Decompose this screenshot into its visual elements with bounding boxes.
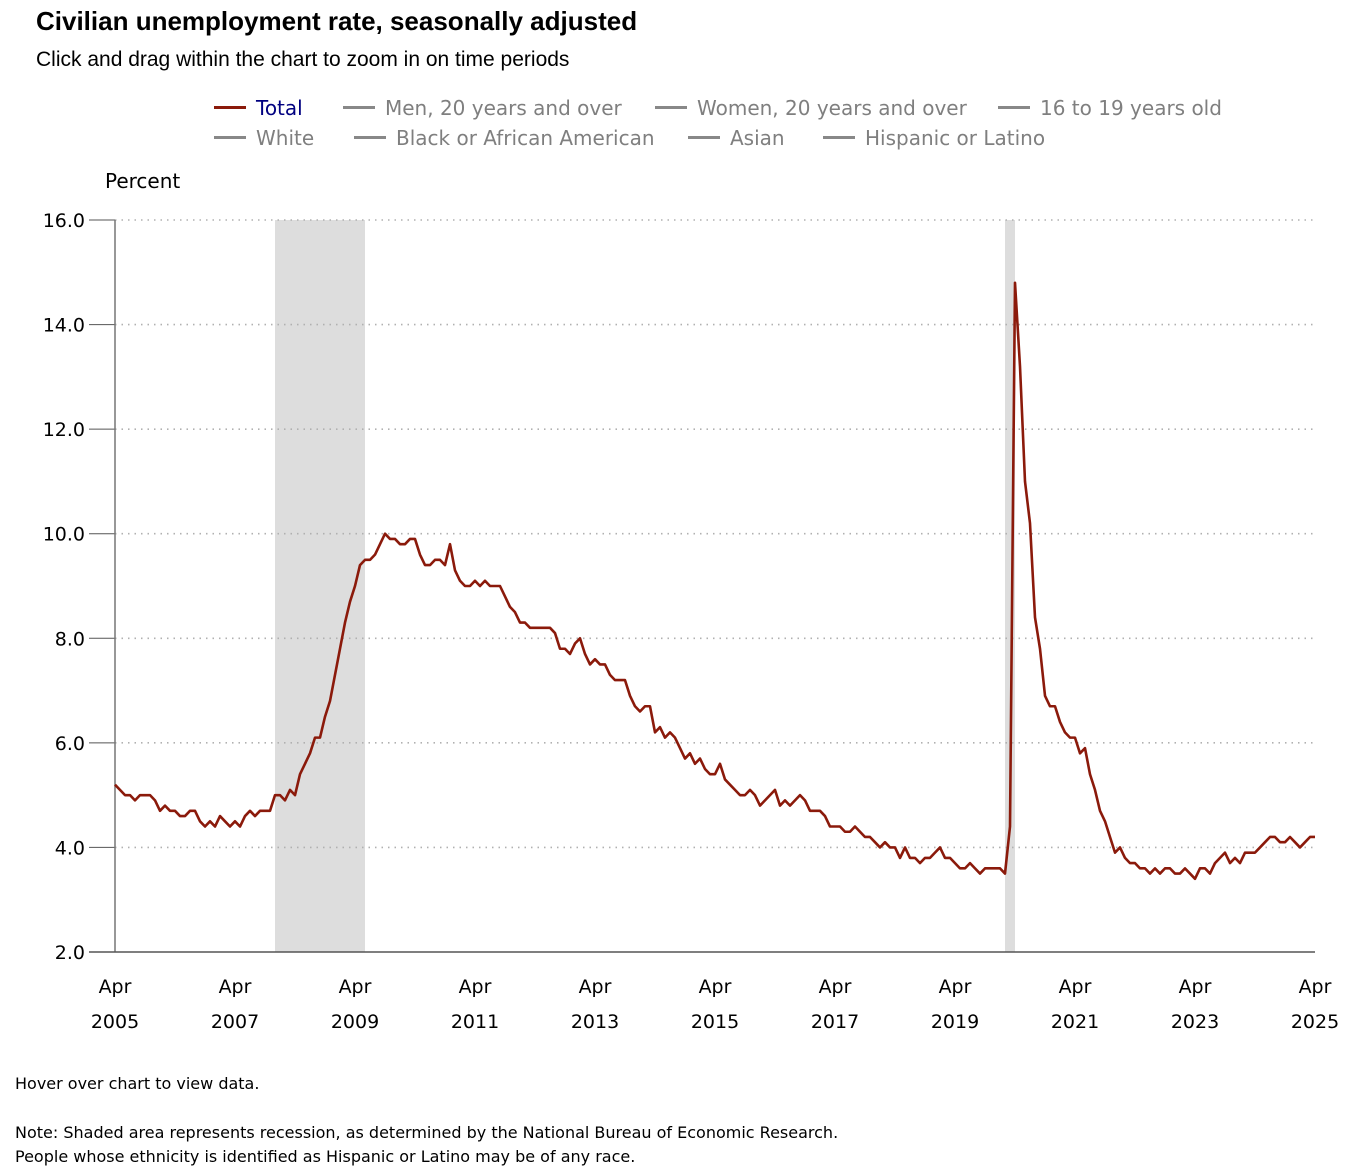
legend-label-women: Women, 20 years and over bbox=[697, 96, 967, 120]
legend-swatch-women bbox=[655, 106, 687, 109]
x-tick-month: Apr bbox=[99, 976, 132, 998]
recession-note: Note: Shaded area represents recession, … bbox=[15, 1123, 839, 1142]
y-tick-label: 2.0 bbox=[55, 942, 85, 964]
x-tick-month: Apr bbox=[699, 976, 732, 998]
legend-swatch-men bbox=[343, 106, 375, 109]
x-tick-year: 2013 bbox=[571, 1011, 619, 1033]
series-line-total bbox=[114, 281, 1315, 881]
legend-label-white: White bbox=[256, 126, 315, 150]
x-tick-year: 2007 bbox=[211, 1011, 259, 1033]
y-tick-label: 14.0 bbox=[43, 315, 85, 337]
x-tick-month: Apr bbox=[339, 976, 372, 998]
legend-item-hispanic[interactable]: Hispanic or Latino bbox=[823, 126, 1045, 150]
x-tick-month: Apr bbox=[459, 976, 492, 998]
x-tick-year: 2019 bbox=[931, 1011, 979, 1033]
x-tick-year: 2011 bbox=[451, 1011, 499, 1033]
y-axis-label: Percent bbox=[105, 169, 181, 193]
y-tick-label: 6.0 bbox=[55, 733, 85, 755]
x-tick-month: Apr bbox=[1299, 976, 1332, 998]
legend-swatch-asian bbox=[688, 136, 720, 139]
legend-label-teens: 16 to 19 years old bbox=[1040, 96, 1222, 120]
legend-swatch-total bbox=[214, 106, 246, 109]
legend-swatch-black bbox=[354, 136, 386, 139]
x-tick-year: 2005 bbox=[91, 1011, 139, 1033]
legend-item-total[interactable]: Total bbox=[214, 96, 303, 120]
legend-item-women-20-plus[interactable]: Women, 20 years and over bbox=[655, 96, 967, 120]
legend-swatch-teens bbox=[998, 106, 1030, 109]
x-tick-month: Apr bbox=[1179, 976, 1212, 998]
y-tick-label: 8.0 bbox=[55, 628, 85, 650]
legend-swatch-white bbox=[214, 136, 246, 139]
x-tick-year: 2015 bbox=[691, 1011, 739, 1033]
x-tick-year: 2017 bbox=[811, 1011, 859, 1033]
y-tick-label: 16.0 bbox=[43, 210, 85, 232]
legend-item-asian[interactable]: Asian bbox=[688, 126, 785, 150]
legend-item-black[interactable]: Black or African American bbox=[354, 126, 655, 150]
x-tick-month: Apr bbox=[579, 976, 612, 998]
x-tick-month: Apr bbox=[939, 976, 972, 998]
x-tick-year: 2009 bbox=[331, 1011, 379, 1033]
recession-band-1 bbox=[275, 220, 365, 952]
y-tick-label: 4.0 bbox=[55, 837, 85, 859]
x-tick-month: Apr bbox=[219, 976, 252, 998]
legend-item-16-to-19[interactable]: 16 to 19 years old bbox=[998, 96, 1222, 120]
legend-label-men: Men, 20 years and over bbox=[385, 96, 622, 120]
legend-label-black: Black or African American bbox=[396, 126, 655, 150]
legend-swatch-hispanic bbox=[823, 136, 855, 139]
chart-plot-area[interactable]: 2.0 4.0 6.0 8.0 10.0 12.0 14.0 16.0 Apr 2005 Apr 20… bbox=[0, 0, 1348, 1050]
y-tick-label: 10.0 bbox=[43, 524, 85, 546]
legend-label-total: Total bbox=[256, 96, 303, 120]
x-tick-month: Apr bbox=[819, 976, 852, 998]
x-tick-year: 2025 bbox=[1291, 1011, 1339, 1033]
legend-label-asian: Asian bbox=[730, 126, 785, 150]
chart-subtitle: Click and drag within the chart to zoom … bbox=[36, 48, 570, 71]
x-tick-month: Apr bbox=[1059, 976, 1092, 998]
chart-title: Civilian unemployment rate, seasonally a… bbox=[36, 6, 638, 36]
legend-item-white[interactable]: White bbox=[214, 126, 314, 150]
hover-note: Hover over chart to view data. bbox=[15, 1074, 260, 1093]
x-tick-year: 2021 bbox=[1051, 1011, 1099, 1033]
legend-item-men-20-plus[interactable]: Men, 20 years and over bbox=[343, 96, 622, 120]
ethnicity-note: People whose ethnicity is identified as … bbox=[15, 1147, 636, 1166]
legend-label-hispanic: Hispanic or Latino bbox=[865, 126, 1046, 150]
recession-band-2 bbox=[1005, 220, 1015, 952]
y-tick-label: 12.0 bbox=[43, 419, 85, 441]
x-tick-year: 2023 bbox=[1171, 1011, 1219, 1033]
